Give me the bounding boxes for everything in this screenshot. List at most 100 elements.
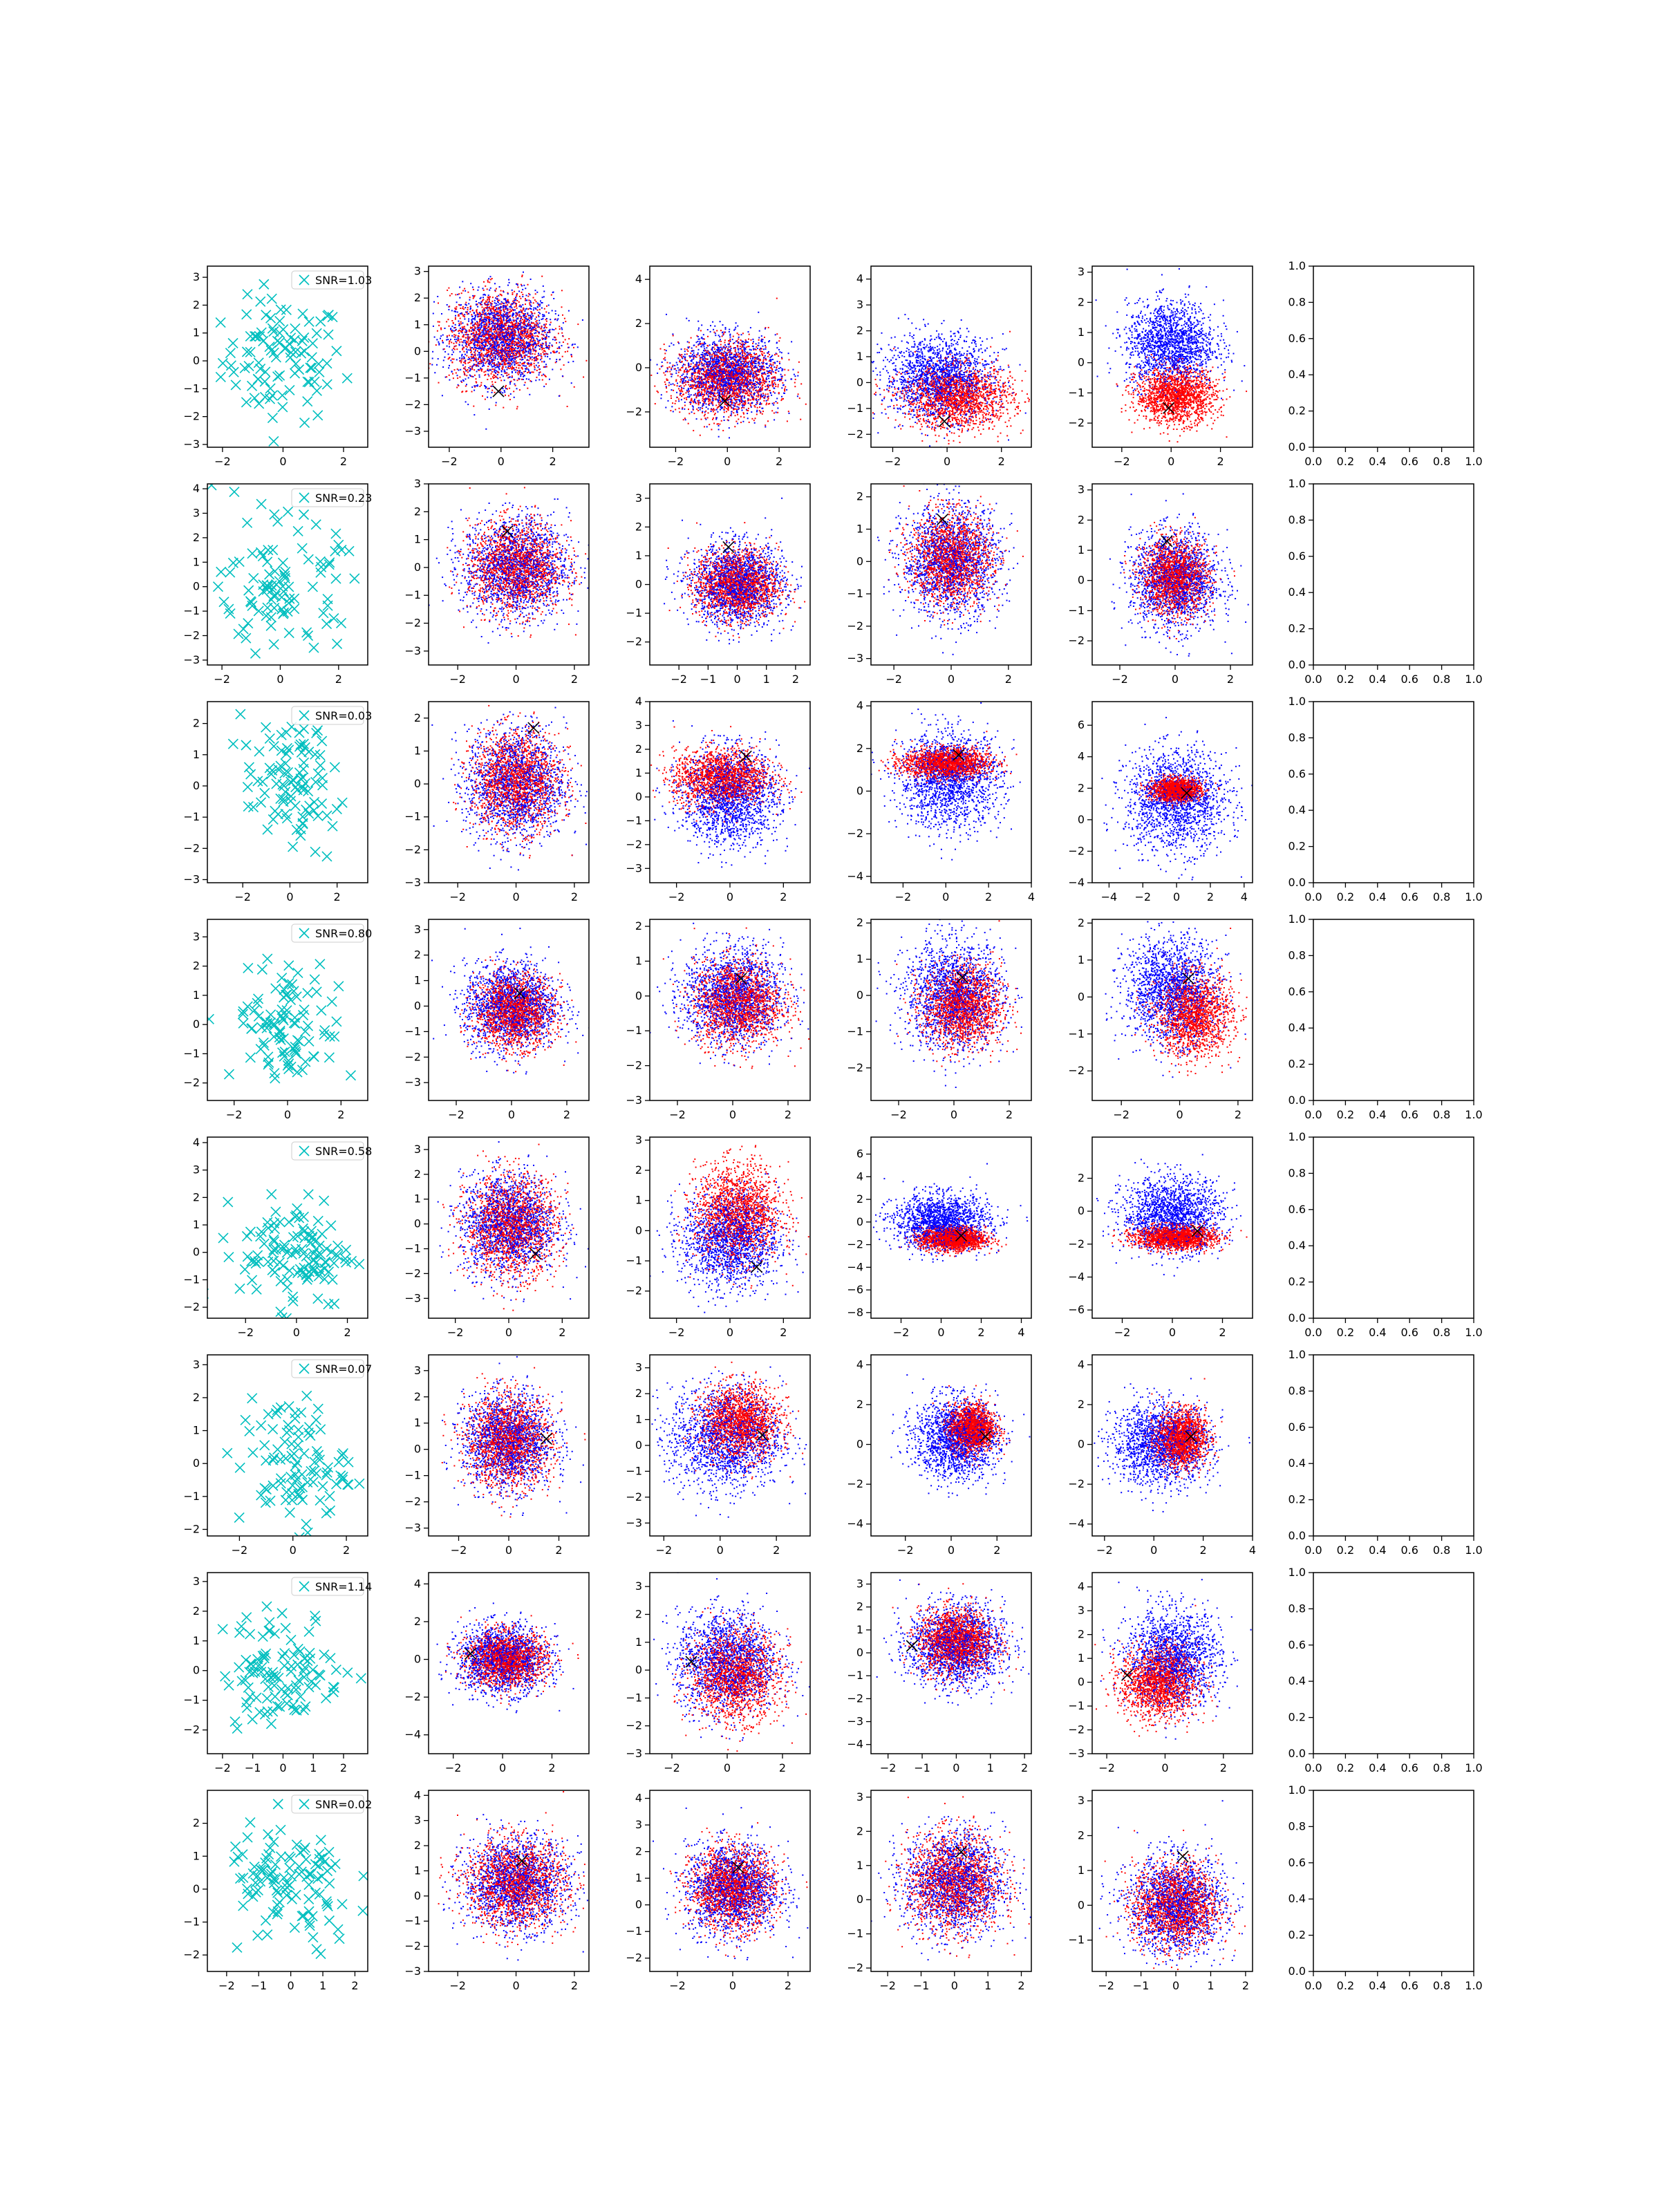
- red-point: [709, 355, 711, 356]
- red-point: [577, 324, 579, 325]
- blue-point: [774, 362, 776, 363]
- red-point: [494, 392, 496, 393]
- blue-point: [677, 364, 678, 366]
- x-tick-label: 2: [550, 455, 556, 468]
- red-point: [467, 362, 469, 364]
- red-point: [491, 371, 493, 373]
- red-point: [527, 323, 529, 324]
- blue-point: [476, 385, 477, 386]
- red-point: [546, 353, 547, 355]
- blue-point: [468, 321, 469, 322]
- blue-point: [516, 335, 518, 336]
- red-point: [462, 290, 464, 292]
- red-point: [457, 377, 458, 379]
- red-point: [678, 398, 679, 400]
- blue-point: [438, 343, 440, 344]
- red-point: [558, 332, 559, 334]
- y-tick-label: 3: [193, 270, 200, 283]
- blue-point: [504, 315, 505, 317]
- snr-sample-marker: [216, 318, 225, 328]
- blue-point: [468, 377, 469, 379]
- red-point: [489, 297, 491, 298]
- red-point: [485, 399, 486, 400]
- plot-area: [639, 298, 821, 439]
- red-point: [715, 355, 717, 356]
- red-point: [479, 321, 480, 323]
- red-point: [534, 363, 535, 364]
- snr-sample-marker: [280, 344, 290, 353]
- red-point: [743, 412, 744, 413]
- blue-point: [507, 343, 508, 344]
- blue-point: [543, 362, 545, 363]
- red-point: [494, 325, 496, 326]
- red-point: [465, 363, 466, 364]
- blue-point: [509, 376, 511, 377]
- red-point: [471, 376, 473, 377]
- red-point: [689, 386, 691, 387]
- blue-point: [498, 356, 499, 357]
- blue-point: [529, 300, 531, 301]
- blue-point: [501, 334, 503, 335]
- blue-point: [462, 345, 463, 346]
- red-point: [461, 292, 462, 294]
- blue-point: [698, 407, 700, 409]
- red-point: [514, 299, 515, 300]
- blue-point: [466, 348, 467, 350]
- blue-point: [534, 343, 535, 344]
- red-point: [509, 308, 511, 310]
- blue-point: [538, 326, 539, 328]
- blue-point: [443, 359, 444, 361]
- blue-point: [510, 326, 512, 328]
- red-point: [522, 357, 523, 358]
- blue-point: [476, 321, 478, 322]
- red-point: [486, 323, 487, 324]
- red-point: [449, 341, 450, 343]
- blue-point: [474, 337, 476, 338]
- red-point: [720, 344, 722, 346]
- red-point: [518, 364, 520, 366]
- blue-point: [526, 341, 527, 343]
- blue-point: [508, 301, 509, 303]
- red-point: [470, 327, 471, 328]
- blue-point: [507, 315, 508, 316]
- blue-point: [467, 334, 468, 335]
- red-point: [523, 339, 524, 341]
- red-point: [493, 377, 494, 379]
- red-point: [485, 344, 487, 346]
- center-marker: [493, 386, 504, 397]
- red-point: [523, 313, 525, 315]
- blue-point: [527, 319, 529, 320]
- red-point: [471, 360, 472, 362]
- blue-point: [517, 370, 518, 371]
- red-point: [546, 327, 547, 328]
- blue-point: [501, 371, 503, 373]
- blue-point: [720, 339, 721, 340]
- red-point: [491, 328, 492, 329]
- red-point: [520, 347, 521, 348]
- blue-point: [489, 331, 491, 332]
- red-point: [541, 349, 543, 350]
- blue-point: [466, 384, 467, 385]
- blue-point: [543, 318, 544, 319]
- red-point: [703, 379, 704, 380]
- red-point: [498, 300, 500, 301]
- blue-point: [425, 332, 427, 333]
- blue-point: [758, 342, 760, 344]
- blue-point: [524, 310, 525, 312]
- blue-point: [500, 357, 502, 358]
- blue-point: [440, 338, 441, 339]
- blue-point: [506, 306, 507, 308]
- blue-point: [491, 323, 492, 324]
- blue-point: [494, 347, 496, 348]
- red-point: [686, 399, 687, 400]
- red-point: [492, 355, 494, 356]
- blue-point: [451, 310, 453, 311]
- red-point: [518, 287, 519, 288]
- red-point: [562, 356, 563, 357]
- red-point: [520, 359, 521, 360]
- blue-point: [702, 386, 704, 388]
- red-point: [429, 363, 431, 364]
- blue-point: [704, 341, 705, 343]
- blue-point: [525, 328, 527, 329]
- red-point: [529, 302, 530, 303]
